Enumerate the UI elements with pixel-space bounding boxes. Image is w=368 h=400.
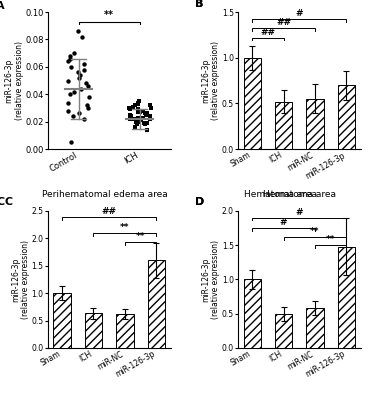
Point: [75, 28, 81, 34]
Point: [133, 118, 139, 125]
Bar: [244, 280, 261, 348]
Point: [132, 124, 138, 130]
Text: C: C: [5, 197, 13, 207]
Point: [134, 121, 140, 128]
Title: Hematoma area: Hematoma area: [263, 190, 336, 199]
Text: #: #: [296, 208, 303, 217]
Point: [86, 94, 92, 100]
Text: ##: ##: [102, 207, 117, 216]
Point: [133, 117, 139, 124]
Point: [135, 101, 141, 107]
Point: [135, 114, 141, 121]
Point: [77, 72, 82, 78]
Point: [142, 110, 148, 117]
Y-axis label: miR-126-3p
(relative expression): miR-126-3p (relative expression): [201, 41, 220, 120]
Point: [75, 69, 81, 76]
Point: [148, 116, 153, 122]
Point: [140, 108, 146, 114]
Point: [139, 114, 145, 121]
Bar: [244, 58, 261, 149]
Point: [81, 66, 87, 73]
Point: [127, 105, 132, 111]
Text: ##: ##: [261, 28, 275, 36]
Point: [130, 104, 136, 110]
Bar: [275, 314, 292, 348]
Text: **: **: [310, 227, 320, 236]
Point: [132, 102, 138, 108]
Point: [141, 120, 147, 126]
Point: [135, 109, 141, 115]
Point: [131, 116, 137, 122]
Y-axis label: miR-126-3p
(relative expression): miR-126-3p (relative expression): [201, 240, 220, 319]
Point: [136, 118, 142, 125]
Bar: [307, 99, 323, 149]
Point: [81, 61, 87, 67]
Point: [76, 110, 82, 117]
Point: [136, 98, 142, 104]
Point: [127, 106, 133, 112]
Point: [70, 113, 76, 120]
Point: [143, 112, 149, 118]
Point: [142, 121, 148, 128]
Bar: [307, 308, 323, 348]
Point: [127, 112, 133, 118]
Point: [137, 109, 143, 115]
Text: B: B: [195, 0, 204, 8]
Text: A: A: [0, 1, 5, 11]
Point: [83, 80, 89, 86]
Bar: [116, 314, 134, 348]
Point: [78, 86, 84, 92]
Point: [135, 106, 141, 112]
Y-axis label: miR-126-3p
(relative expression): miR-126-3p (relative expression): [4, 41, 24, 120]
Text: **: **: [120, 223, 130, 232]
Point: [67, 56, 73, 62]
Point: [148, 105, 154, 111]
Point: [147, 113, 153, 120]
Point: [128, 113, 134, 120]
Text: B: B: [195, 0, 204, 8]
Point: [85, 105, 91, 111]
Point: [79, 34, 85, 40]
Bar: [275, 102, 292, 149]
Text: **: **: [136, 232, 145, 241]
Point: [138, 117, 144, 124]
Text: D: D: [195, 197, 204, 207]
Text: #: #: [296, 9, 303, 18]
Point: [76, 75, 82, 81]
Text: #: #: [280, 218, 287, 227]
Point: [127, 116, 132, 122]
Point: [67, 53, 73, 59]
Text: **: **: [326, 235, 336, 244]
Point: [65, 99, 71, 106]
Point: [71, 88, 77, 95]
Point: [84, 102, 90, 108]
Point: [144, 127, 150, 133]
Point: [68, 91, 74, 98]
Point: [65, 58, 71, 64]
Bar: [338, 246, 355, 348]
Point: [85, 83, 91, 89]
Text: **: **: [104, 10, 114, 20]
Point: [68, 139, 74, 146]
Point: [136, 108, 142, 114]
Text: ##: ##: [276, 18, 291, 27]
Point: [144, 120, 149, 126]
Bar: [53, 293, 71, 348]
Point: [65, 108, 71, 114]
Point: [64, 77, 70, 84]
Bar: [85, 314, 102, 348]
Point: [147, 102, 153, 108]
Bar: [338, 85, 355, 149]
Point: [68, 64, 74, 70]
Bar: [148, 260, 165, 348]
Point: [71, 50, 77, 56]
Text: D: D: [195, 197, 204, 207]
Text: Hematoma area: Hematoma area: [244, 190, 317, 199]
Point: [144, 110, 150, 117]
Point: [135, 99, 141, 106]
Text: Perihematomal edema area: Perihematomal edema area: [42, 190, 167, 199]
Point: [81, 116, 87, 122]
Y-axis label: miR-126-3p
(relative expression): miR-126-3p (relative expression): [11, 240, 30, 319]
Text: C: C: [0, 197, 4, 207]
